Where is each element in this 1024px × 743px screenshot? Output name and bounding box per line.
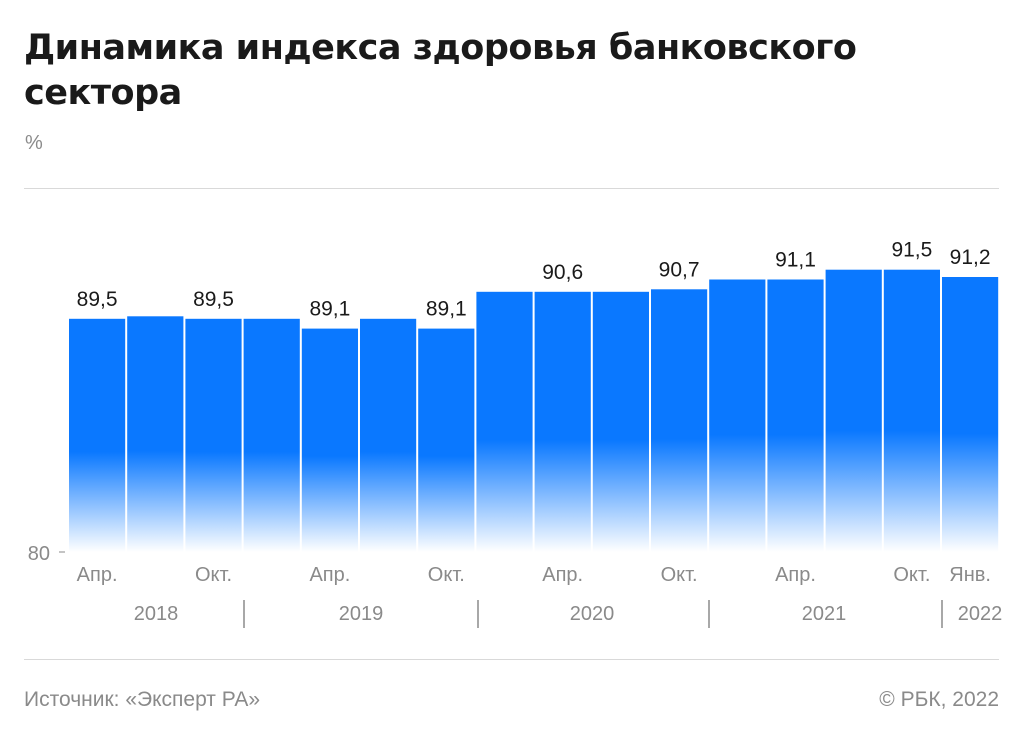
bar (883, 269, 940, 552)
copyright: © РБК, 2022 (879, 688, 999, 711)
bar-chart: 89,5 89,5 89,1 89,1 90,6 90,7 91,1 91,5 91,2 Апр… (28, 239, 1003, 628)
year-label: 2022 (958, 603, 1003, 625)
year-label: 2018 (134, 603, 179, 625)
x-tick-label: Окт. (195, 564, 232, 586)
bar (592, 291, 649, 552)
x-tick-label: Янв. (949, 564, 991, 586)
y-tick-label: 80 (28, 543, 50, 565)
data-label: 91,5 (891, 239, 932, 262)
data-label: 89,1 (309, 298, 350, 321)
bar (767, 279, 824, 552)
bar (418, 328, 475, 552)
bar (185, 318, 242, 552)
top-divider (24, 188, 999, 189)
year-label: 2020 (570, 603, 615, 625)
data-label: 90,6 (542, 261, 583, 284)
data-label: 91,2 (950, 246, 991, 269)
source-note: Источник: «Эксперт РА» (24, 688, 261, 711)
bar (69, 318, 126, 552)
bar (534, 291, 591, 552)
x-tick-label: Окт. (893, 564, 930, 586)
year-label: 2019 (339, 603, 384, 625)
x-tick-label: Апр. (542, 564, 583, 586)
data-label: 89,5 (77, 288, 118, 311)
bar (942, 277, 999, 552)
x-tick-label: Окт. (661, 564, 698, 586)
data-label: 89,1 (426, 298, 467, 321)
bar (301, 328, 358, 552)
bar (825, 269, 882, 552)
data-label: 91,1 (775, 249, 816, 272)
unit-label: % (25, 132, 43, 154)
x-tick-label: Апр. (775, 564, 816, 586)
bar (476, 291, 533, 552)
data-label: 90,7 (659, 258, 700, 281)
bar (360, 318, 417, 552)
bar (127, 316, 184, 552)
bar (243, 318, 300, 552)
data-label: 89,5 (193, 288, 234, 311)
year-label: 2021 (802, 603, 847, 625)
x-tick-label: Окт. (428, 564, 465, 586)
bottom-divider (24, 659, 999, 660)
bar (709, 279, 766, 552)
x-tick-label: Апр. (309, 564, 350, 586)
x-tick-label: Апр. (77, 564, 118, 586)
bar (651, 289, 708, 552)
chart-title: Динамика индекса здоровья банковского се… (24, 28, 857, 113)
